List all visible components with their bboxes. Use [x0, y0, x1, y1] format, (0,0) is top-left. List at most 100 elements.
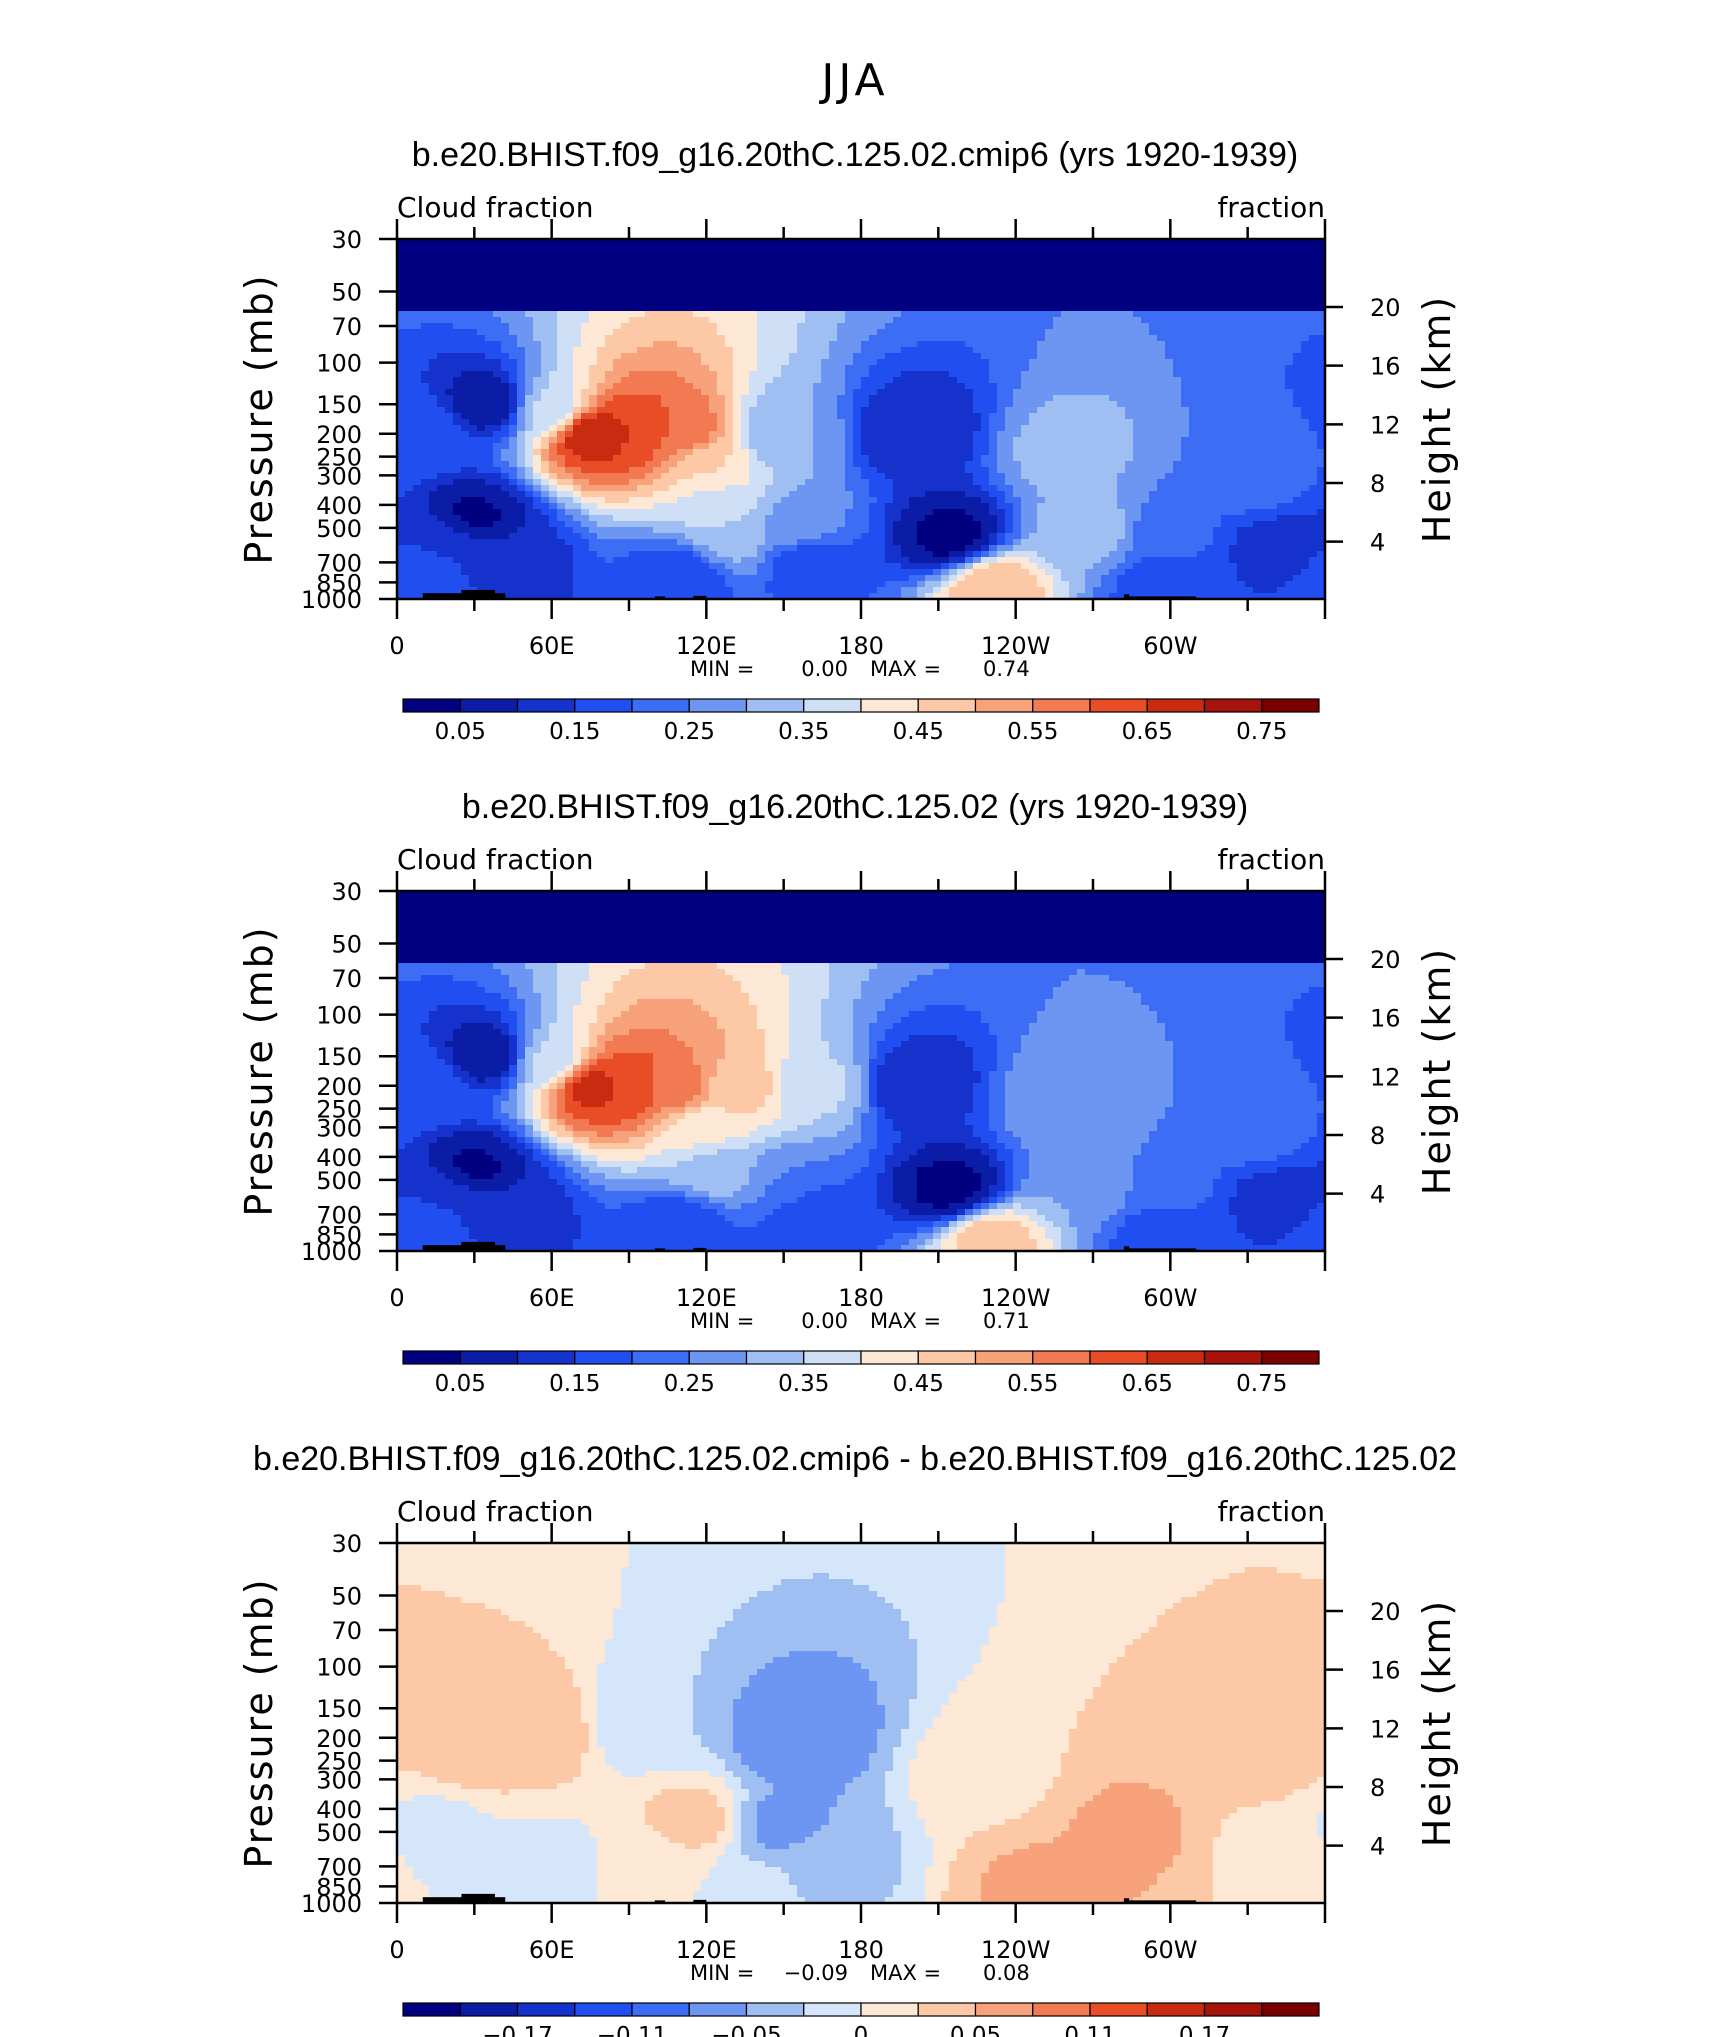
field-cell: [901, 335, 910, 342]
field-cell: [509, 551, 518, 558]
field-cell: [429, 299, 438, 306]
field-cell: [837, 371, 846, 378]
field-cell: [949, 275, 958, 282]
field-cell: [837, 359, 846, 366]
field-cell: [997, 479, 1006, 486]
field-cell: [709, 251, 718, 258]
field-cell: [685, 425, 694, 432]
field-cell: [893, 545, 902, 552]
field-cell: [413, 263, 422, 270]
field-cell: [997, 521, 1006, 528]
field-cell: [741, 467, 750, 474]
field-cell: [893, 293, 902, 300]
field-cell: [597, 281, 606, 288]
field-cell: [1029, 257, 1038, 264]
field-cell: [581, 533, 590, 540]
field-cell: [885, 491, 894, 498]
field-cell: [637, 251, 646, 258]
field-cell: [957, 395, 966, 402]
field-cell: [1053, 479, 1062, 486]
field-cell: [989, 557, 998, 564]
field-cell: [733, 293, 742, 300]
field-cell: [733, 311, 742, 318]
field-cell: [813, 443, 822, 450]
field-cell: [1037, 371, 1046, 378]
field-cell: [773, 539, 782, 546]
field-cell: [917, 275, 926, 282]
field-cell: [901, 557, 910, 564]
field-cell: [949, 473, 958, 480]
field-cell: [629, 281, 638, 288]
field-cell: [461, 563, 470, 570]
field-cell: [701, 467, 710, 474]
field-cell: [653, 425, 662, 432]
field-cell: [421, 245, 430, 252]
field-cell: [421, 341, 430, 348]
field-cell: [573, 377, 582, 384]
field-cell: [957, 461, 966, 468]
field-cell: [965, 395, 974, 402]
field-cell: [733, 557, 742, 564]
field-cell: [1005, 533, 1014, 540]
field-cell: [413, 275, 422, 282]
field-cell: [565, 437, 574, 444]
field-cell: [837, 341, 846, 348]
field-cell: [533, 497, 542, 504]
field-cell: [445, 497, 454, 504]
field-cell: [829, 407, 838, 414]
field-cell: [477, 395, 486, 402]
field-cell: [925, 419, 934, 426]
field-cell: [541, 407, 550, 414]
field-cell: [573, 569, 582, 576]
field-cell: [1005, 317, 1014, 324]
field-cell: [525, 371, 534, 378]
field-cell: [901, 383, 910, 390]
field-cell: [821, 419, 830, 426]
field-cell: [557, 401, 566, 408]
field-cell: [901, 479, 910, 486]
field-cell: [933, 317, 942, 324]
field-cell: [989, 461, 998, 468]
field-cell: [669, 299, 678, 306]
field-cell: [485, 395, 494, 402]
field-cell: [589, 581, 598, 588]
field-cell: [677, 419, 686, 426]
field-cell: [1021, 551, 1030, 558]
field-cell: [445, 329, 454, 336]
field-cell: [901, 569, 910, 576]
field-cell: [645, 341, 654, 348]
field-cell: [749, 479, 758, 486]
field-cell: [573, 299, 582, 306]
field-cell: [741, 509, 750, 516]
field-cell: [629, 515, 638, 522]
field-cell: [917, 479, 926, 486]
field-cell: [853, 491, 862, 498]
field-cell: [925, 245, 934, 252]
field-cell: [1013, 335, 1022, 342]
field-cell: [597, 317, 606, 324]
field-cell: [909, 395, 918, 402]
field-cell: [501, 521, 510, 528]
field-cell: [949, 551, 958, 558]
field-cell: [757, 575, 766, 582]
field-cell: [885, 275, 894, 282]
field-cell: [429, 323, 438, 330]
field-cell: [869, 545, 878, 552]
field-cell: [909, 401, 918, 408]
field-cell: [629, 245, 638, 252]
field-cell: [837, 353, 846, 360]
field-cell: [541, 491, 550, 498]
field-cell: [1053, 467, 1062, 474]
field-cell: [893, 347, 902, 354]
field-cell: [1045, 581, 1054, 588]
field-cell: [813, 479, 822, 486]
field-cell: [1053, 581, 1062, 588]
field-cell: [813, 419, 822, 426]
field-cell: [597, 581, 606, 588]
field-cell: [877, 485, 886, 492]
field-cell: [861, 323, 870, 330]
field-cell: [813, 485, 822, 492]
field-cell: [573, 539, 582, 546]
field-cell: [541, 287, 550, 294]
field-cell: [933, 425, 942, 432]
